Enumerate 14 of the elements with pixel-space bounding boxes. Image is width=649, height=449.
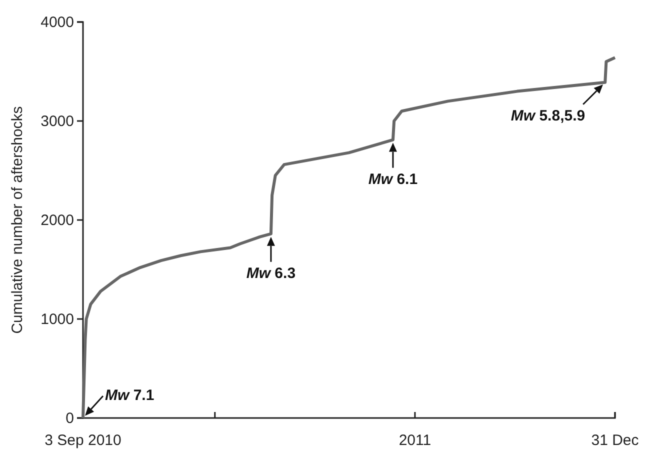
y-tick-label: 3000: [40, 112, 74, 130]
y-axis-title: Cumulative number of aftershocks: [9, 106, 26, 334]
annotation: Mw 6.1: [368, 170, 418, 188]
line-series: [82, 56, 616, 420]
y-tick-label: 2000: [40, 212, 74, 229]
y-tick-label: 1000: [40, 310, 74, 328]
annotation: Mw 7.1: [105, 387, 154, 404]
y-tick-label: 4000: [40, 14, 74, 31]
annotation: Mw 5.8,5.9: [510, 107, 586, 124]
x-tick-label: 3 Sep 2010: [44, 432, 122, 449]
annotation: Mw 6.3: [246, 264, 296, 282]
y-tick-label: 0: [66, 410, 74, 427]
x-tick-label: 2011: [398, 432, 432, 449]
x-tick-label: 31 Dec: [591, 432, 640, 449]
